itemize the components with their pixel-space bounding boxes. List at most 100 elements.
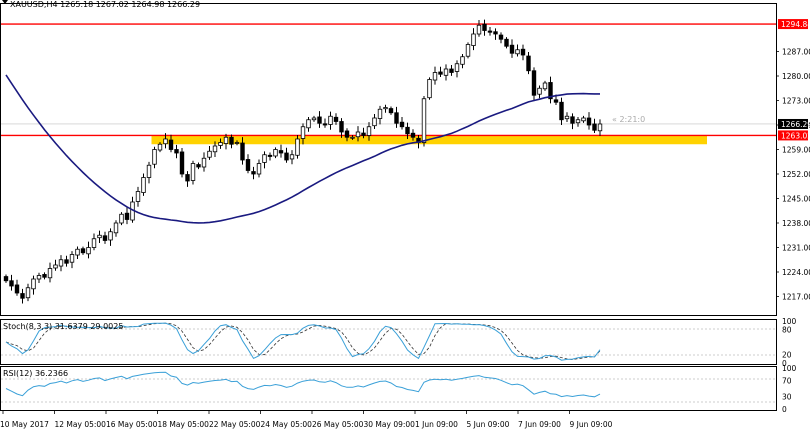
candle-body bbox=[212, 145, 218, 153]
candle-body bbox=[465, 44, 471, 57]
candle-body bbox=[135, 191, 141, 202]
candle-body bbox=[163, 138, 168, 145]
candle-body bbox=[592, 123, 597, 131]
candle-body bbox=[526, 55, 531, 72]
candle-body bbox=[438, 71, 443, 75]
time-tick-label: 18 May 05:00 bbox=[158, 420, 210, 429]
candle-body bbox=[388, 108, 394, 114]
candle-body bbox=[553, 99, 559, 103]
candle-body bbox=[570, 116, 575, 124]
stoch-main-line bbox=[5, 322, 601, 361]
candle-body bbox=[25, 287, 31, 299]
candle-body bbox=[223, 136, 229, 144]
candle-body bbox=[278, 150, 284, 154]
rsi-title: RSI(12) 36.2366 bbox=[3, 369, 68, 378]
time-tick-label: 9 Jun 09:00 bbox=[570, 420, 613, 429]
candle-body bbox=[498, 34, 504, 40]
candle-body bbox=[229, 136, 234, 145]
stoch-tick-label: 100 bbox=[782, 317, 797, 326]
resistance-price-tag bbox=[778, 19, 808, 30]
candle-body bbox=[460, 56, 465, 65]
candle-body bbox=[86, 247, 91, 255]
symbol-header: XAUUSD,H4 1265.18 1267.02 1264.98 1266.2… bbox=[10, 0, 200, 9]
candle-body bbox=[201, 157, 207, 168]
candle-body bbox=[185, 174, 190, 182]
time-tick-label: 1 Jun 09:00 bbox=[415, 420, 458, 429]
symbol-dropdown-icon[interactable] bbox=[2, 0, 8, 4]
time-tick-label: 5 Jun 09:00 bbox=[467, 420, 510, 429]
time-tick-label: 24 May 05:00 bbox=[261, 420, 313, 429]
candle-body bbox=[399, 121, 405, 128]
price-tick-label: 1280.00 bbox=[782, 72, 810, 81]
candle-body bbox=[443, 68, 449, 76]
candle-body bbox=[372, 117, 377, 127]
candle-body bbox=[366, 126, 372, 136]
candle-body bbox=[256, 163, 262, 175]
candle-body bbox=[108, 231, 113, 241]
stoch-tick-label: 80 bbox=[782, 325, 792, 334]
price-tick-label: 1238.00 bbox=[782, 219, 810, 228]
candle-body bbox=[322, 123, 328, 126]
candle-body bbox=[350, 136, 355, 139]
candle-body bbox=[58, 259, 64, 267]
candle-body bbox=[190, 163, 196, 181]
candle-body bbox=[47, 268, 53, 279]
candle-body bbox=[317, 116, 322, 124]
price-tick-label: 1245.00 bbox=[782, 195, 810, 204]
candle-body bbox=[509, 44, 515, 54]
candle-body bbox=[146, 164, 152, 178]
candle-body bbox=[515, 49, 520, 55]
candle-body bbox=[124, 212, 130, 220]
rsi-line bbox=[5, 371, 601, 398]
price-tick-label: 1231.00 bbox=[782, 244, 810, 253]
candle-body bbox=[196, 164, 201, 168]
candle-body bbox=[97, 234, 102, 239]
candle-body bbox=[245, 159, 251, 171]
candle-body bbox=[179, 151, 185, 175]
candle-body bbox=[504, 38, 509, 47]
candle-body bbox=[251, 171, 256, 175]
candle-body bbox=[476, 24, 482, 35]
candle-body bbox=[377, 108, 383, 119]
candle-body bbox=[295, 138, 300, 156]
moving-average-line bbox=[5, 74, 600, 224]
rsi-tick-label: 70 bbox=[782, 376, 792, 385]
candle-body bbox=[344, 130, 350, 138]
rsi-tick-label: 30 bbox=[782, 393, 792, 402]
support-price-tag bbox=[778, 130, 808, 141]
candle-body bbox=[267, 154, 273, 157]
time-tick-label: 16 May 05:00 bbox=[106, 420, 158, 429]
candle-body bbox=[537, 87, 542, 95]
candle-body bbox=[75, 248, 80, 256]
candle-body bbox=[427, 79, 432, 99]
candle-body bbox=[405, 126, 410, 135]
time-tick-label: 26 May 05:00 bbox=[312, 420, 364, 429]
price-tick-label: 1259.00 bbox=[782, 146, 810, 155]
candle-body bbox=[548, 82, 553, 100]
candle-body bbox=[273, 149, 278, 157]
candle-body bbox=[449, 68, 454, 73]
candle-body bbox=[20, 293, 25, 299]
candle-body bbox=[542, 82, 548, 90]
candle-body bbox=[9, 280, 14, 287]
candle-body bbox=[119, 213, 124, 224]
candle-body bbox=[289, 154, 295, 160]
candle-body bbox=[64, 259, 69, 264]
support-price-label: 1263.02 bbox=[781, 131, 810, 140]
candle-body bbox=[141, 177, 146, 193]
time-tick-label: 7 Jun 09:00 bbox=[518, 420, 561, 429]
candle-body bbox=[168, 139, 174, 150]
candle-body bbox=[410, 132, 416, 138]
price-axis: 1287.001280.001273.001266.001259.001252.… bbox=[776, 48, 810, 302]
candles-group bbox=[3, 19, 603, 304]
candle-body bbox=[421, 98, 427, 143]
price-tick-label: 1252.00 bbox=[782, 170, 810, 179]
stoch-panel-frame bbox=[0, 319, 777, 365]
time-axis: 10 May 2017 12 May 05:00 16 May 05:00 18 Ma… bbox=[0, 411, 613, 429]
stoch-tick-label: 20 bbox=[782, 351, 792, 360]
candle-body bbox=[152, 149, 157, 165]
candle-body bbox=[383, 107, 388, 110]
candle-body bbox=[3, 276, 9, 282]
candle-body bbox=[207, 150, 212, 158]
